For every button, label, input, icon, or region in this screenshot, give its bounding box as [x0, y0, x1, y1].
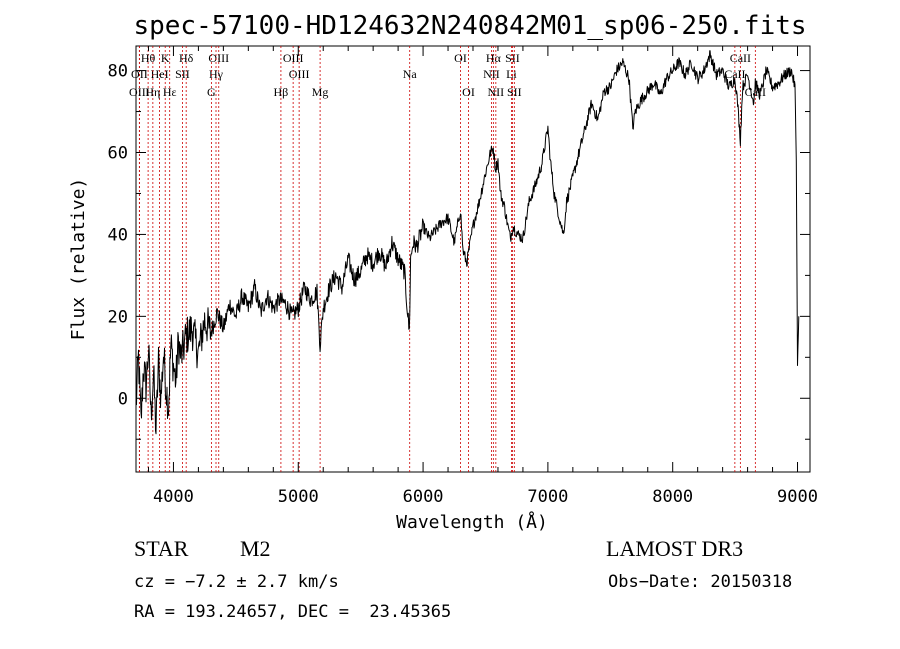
spectral-line-label: OIII: [129, 85, 150, 99]
spectral-line-label: Na: [403, 67, 418, 81]
spectral-line-label: Hε: [163, 85, 177, 99]
spectral-line-label: Hδ: [179, 51, 194, 65]
spectral-line-label: Li: [506, 67, 517, 81]
spectral-line-label: NII: [483, 67, 500, 81]
spectral-line-label: SII: [505, 51, 520, 65]
spectral-line-label: OIII: [283, 51, 304, 65]
x-tick-label: 9000: [777, 487, 818, 507]
spectral-line-label: Hγ: [209, 67, 224, 81]
spectral-line-label: OIII: [289, 67, 310, 81]
y-tick-label: 20: [108, 307, 128, 327]
y-tick-label: 0: [118, 389, 128, 409]
spectral-line-label: OI: [454, 51, 467, 65]
plot-frame: [135, 45, 811, 473]
coordinates: RA = 193.24657, DEC = 23.45365: [134, 602, 452, 622]
spectral-class: M2: [240, 536, 271, 561]
spectral-line-label: K: [161, 51, 170, 65]
y-tick-label: 60: [108, 144, 128, 164]
x-tick-label: 5000: [278, 487, 319, 507]
y-tick-label: 80: [108, 62, 128, 82]
spectral-line-label: Hη: [145, 85, 160, 99]
spectral-line-label: CaII: [724, 67, 745, 81]
observation-date: Obs−Date: 20150318: [608, 572, 793, 592]
y-tick-label: 40: [108, 225, 128, 245]
spectral-line-label: HeI: [151, 67, 169, 81]
x-axis-label: Wavelength (Å): [396, 511, 548, 533]
spectral-line-label: Mg: [312, 85, 329, 99]
redshift-value: cz = −7.2 ± 2.7 km/s: [134, 572, 339, 592]
chart-title: spec-57100-HD124632N240842M01_sp06-250.f…: [133, 11, 806, 41]
object-type: STAR: [134, 536, 189, 561]
spectral-line-label: Hβ: [274, 85, 289, 99]
x-tick-label: 4000: [153, 487, 194, 507]
spectral-line-label: NII: [488, 85, 505, 99]
spectral-line-label: Hα: [486, 51, 502, 65]
survey-name: LAMOST DR3: [606, 536, 744, 561]
spectral-line-label: SII: [175, 67, 190, 81]
x-tick-label: 6000: [403, 487, 444, 507]
y-axis-label: Flux (relative): [68, 178, 89, 341]
spectral-line-label: OIII: [208, 51, 229, 65]
spectral-line-label: Hθ: [141, 51, 156, 65]
spectral-line-label: SII: [507, 85, 522, 99]
spectral-line-label: G: [207, 85, 216, 99]
spectrum-series-line: [135, 50, 800, 435]
x-tick-label: 7000: [527, 487, 568, 507]
spectral-line-label: OI: [462, 85, 475, 99]
spectral-line-label: CaII: [730, 51, 751, 65]
x-tick-label: 8000: [652, 487, 693, 507]
